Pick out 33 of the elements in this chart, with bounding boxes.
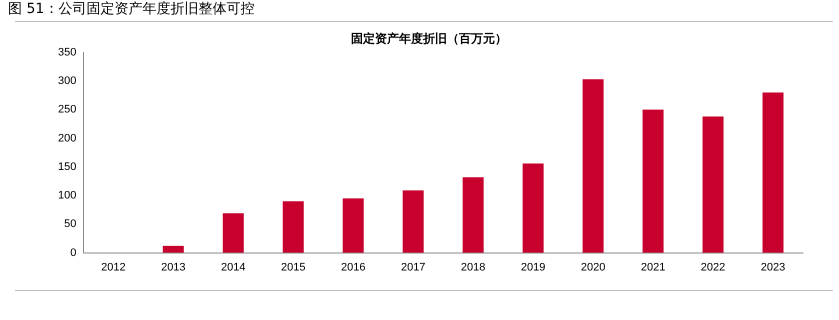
x-tick-label: 2018 [460,261,486,274]
x-tick-label: 2020 [580,261,606,274]
x-tick-label: 2019 [520,261,546,274]
x-tick-label: 2017 [400,261,426,274]
x-tick-label: 2021 [640,261,666,274]
y-tick-label: 150 [58,160,76,173]
bar [702,116,724,253]
x-tick-label: 2023 [760,261,786,274]
y-tick-label: 0 [70,246,76,259]
y-tick-label: 200 [58,132,76,144]
bar [402,190,424,253]
y-tick-label: 250 [58,104,76,116]
bar [162,246,184,253]
x-tick-label: 2015 [281,261,306,274]
bar [342,198,364,253]
y-tick-label: 350 [58,46,76,58]
x-tick-label: 2013 [161,261,186,274]
bar [222,213,244,253]
x-tick-label: 2012 [101,261,126,274]
x-tick-label: 2014 [221,261,246,274]
x-tick-label: 2022 [700,261,726,274]
y-tick-label: 50 [64,218,76,230]
bar [582,79,604,253]
bar [462,177,484,253]
bar [282,201,304,253]
chart-title: 图 51：公司固定资产年度折旧整体可控 [8,0,254,18]
y-tick-label: 300 [58,75,76,88]
bar [762,92,784,253]
y-tick-label: 100 [58,190,76,202]
bar [522,163,544,253]
chart-subtitle: 固定资产年度折旧（百万元） [351,31,507,46]
x-tick-label: 2016 [340,261,366,274]
bar [642,110,664,253]
